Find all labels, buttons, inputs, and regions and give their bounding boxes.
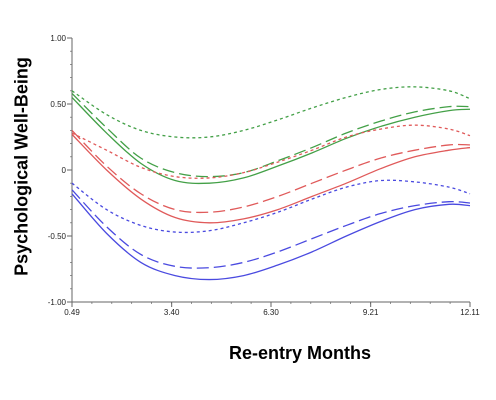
y-tick-label: 0.50 (50, 100, 66, 109)
series-line-3 (71, 86, 471, 139)
axes: 1.00 0.50 0 -0.50 -1.000.49 3.40 6.30 9.21 12.11 (48, 34, 480, 317)
series-line-2 (71, 92, 471, 178)
series-line-5 (71, 129, 471, 214)
series-group (71, 86, 471, 281)
x-tick-label: 6.30 (263, 308, 279, 317)
series-line-8 (71, 189, 471, 269)
series-line-7 (71, 193, 471, 281)
y-tick-label: -0.50 (48, 232, 67, 241)
y-tick-label: -1.00 (48, 298, 67, 307)
x-tick-label: 3.40 (164, 308, 180, 317)
x-tick-label: 9.21 (363, 308, 379, 317)
series-line-1 (71, 96, 471, 185)
x-axis-title: Re-entry Months (228, 343, 371, 363)
y-tick-label: 0 (62, 166, 67, 175)
x-tick-label: 12.11 (460, 308, 480, 317)
series-line-6 (71, 124, 471, 179)
series-line-4 (71, 133, 471, 224)
x-tick-label: 0.49 (64, 308, 80, 317)
y-axis-title: Psychological Well-Being (11, 57, 32, 276)
y-tick-label: 1.00 (50, 34, 66, 43)
